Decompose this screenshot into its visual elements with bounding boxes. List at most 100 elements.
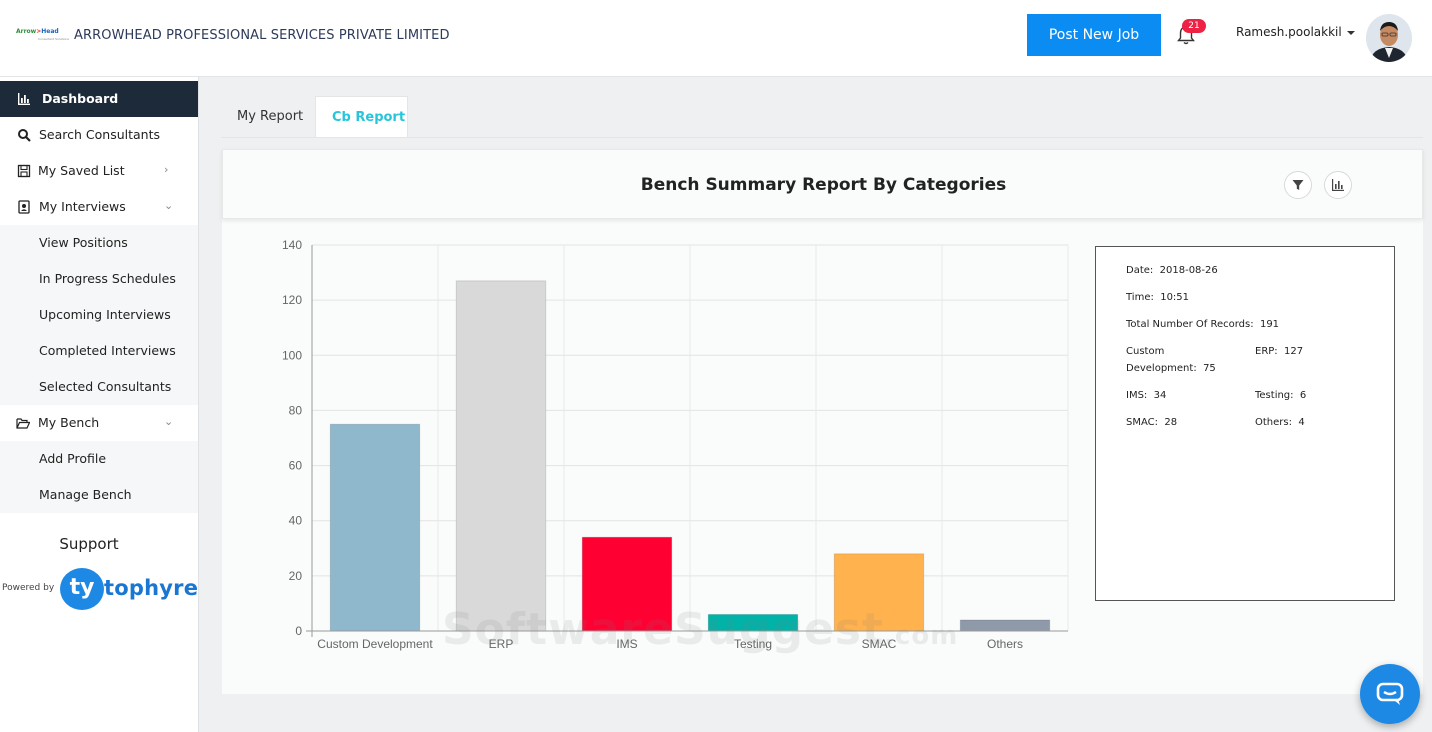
chat-button[interactable] [1360, 664, 1420, 724]
bar-chart-icon [1332, 179, 1344, 191]
bar [581, 536, 673, 632]
chevron-down-icon: ⌄ [164, 415, 174, 428]
save-icon [17, 164, 31, 178]
info-testing: Testing: 6 [1255, 390, 1306, 401]
search-icon [18, 129, 31, 142]
info-custom-development: Custom Development: 75 [1126, 343, 1236, 377]
sidebar-item-label: Upcoming Interviews [39, 307, 171, 322]
sidebar-item-label: In Progress Schedules [39, 271, 176, 286]
user-name: Ramesh.poolakkil [1236, 25, 1342, 39]
info-others-value: 4 [1298, 417, 1305, 428]
info-others-label: Others: [1255, 417, 1292, 428]
sidebar-item-manage-bench[interactable]: Manage Bench [0, 477, 198, 513]
sidebar-item-label: View Positions [39, 235, 128, 250]
y-tick-label: 80 [289, 403, 303, 417]
sidebar-item-my-interviews[interactable]: My Interviews ⌄ [0, 189, 198, 225]
info-erp: ERP: 127 [1255, 346, 1303, 357]
bar [959, 619, 1051, 632]
info-testing-value: 6 [1299, 390, 1307, 401]
sidebar-item-label: Dashboard [42, 91, 119, 106]
info-erp-value: 127 [1284, 346, 1304, 357]
x-tick-label: Testing [734, 637, 772, 651]
filter-icon [1292, 180, 1304, 190]
y-tick-label: 120 [282, 293, 302, 307]
info-total: Total Number Of Records: 191 [1126, 319, 1279, 330]
x-tick-label: SMAC [862, 637, 897, 651]
tophyre-logo-text: tophyre [104, 576, 199, 600]
info-custom-value: 75 [1203, 363, 1216, 374]
sidebar-item-label: Manage Bench [39, 487, 132, 502]
y-tick-label: 140 [282, 238, 302, 252]
sidebar: Dashboard Search Consultants My Saved Li… [0, 77, 199, 732]
sidebar-item-my-saved-list[interactable]: My Saved List › [0, 153, 198, 189]
tab-my-report[interactable]: My Report [237, 109, 304, 124]
tophyre-logo-mark: ty [60, 568, 104, 610]
x-tick-label: Others [987, 637, 1023, 651]
support-link[interactable]: Support [59, 535, 119, 553]
watermark-suffix: .com [884, 621, 959, 651]
info-smac-label: SMAC: [1126, 417, 1158, 428]
folder-open-icon [16, 418, 30, 429]
y-tick-label: 100 [282, 348, 302, 362]
id-card-icon [18, 200, 30, 214]
post-new-job-button[interactable]: Post New Job [1027, 14, 1161, 56]
chevron-down-icon: ⌄ [164, 199, 174, 212]
info-date: Date: 2018-08-26 [1126, 265, 1218, 276]
chat-icon [1376, 682, 1404, 705]
avatar[interactable] [1366, 14, 1412, 62]
info-ims-label: IMS: [1126, 390, 1148, 401]
sidebar-item-completed-interviews[interactable]: Completed Interviews [0, 333, 198, 369]
company-name: ARROWHEAD PROFESSIONAL SERVICES PRIVATE … [74, 28, 450, 43]
caret-down-icon [1346, 30, 1355, 35]
x-tick-label: IMS [616, 637, 637, 651]
bar [329, 423, 421, 632]
user-menu[interactable]: Ramesh.poolakkil [1236, 25, 1355, 39]
bar [833, 553, 925, 632]
powered-by-label: Powered by [2, 583, 55, 593]
tabs-divider [221, 137, 1423, 138]
info-ims: IMS: 34 [1126, 390, 1166, 401]
page-title: Bench Summary Report By Categories [640, 175, 1007, 195]
info-time-value: 10:51 [1160, 292, 1190, 303]
info-others: Others: 4 [1255, 417, 1305, 428]
sidebar-item-label: My Saved List [38, 163, 125, 178]
info-date-label: Date: [1126, 265, 1154, 276]
y-tick-label: 20 [289, 569, 303, 583]
sidebar-item-selected-consultants[interactable]: Selected Consultants [0, 369, 198, 405]
info-time-label: Time: [1126, 292, 1154, 303]
info-ims-value: 34 [1153, 390, 1167, 401]
company-logo[interactable]: Arrow>Head Consultant Solutions [16, 28, 69, 46]
y-tick-label: 40 [289, 514, 303, 528]
sidebar-item-add-profile[interactable]: Add Profile [0, 441, 198, 477]
sidebar-item-view-positions[interactable]: View Positions [0, 225, 198, 261]
notification-badge: 21 [1182, 19, 1206, 33]
sidebar-item-in-progress-schedules[interactable]: In Progress Schedules [0, 261, 198, 297]
bench-summary-bar-chart: 0 20 40 60 80 100 120 140 Custom Development ERP I… [282, 238, 1069, 651]
sidebar-item-dashboard[interactable]: Dashboard [0, 81, 198, 117]
info-time: Time: 10:51 [1126, 292, 1189, 303]
chevron-right-icon: › [164, 163, 169, 176]
sidebar-item-my-bench[interactable]: My Bench ⌄ [0, 405, 198, 441]
y-tick-label: 0 [295, 624, 302, 638]
sidebar-item-upcoming-interviews[interactable]: Upcoming Interviews [0, 297, 198, 333]
sidebar-item-search-consultants[interactable]: Search Consultants [0, 117, 198, 153]
info-total-label: Total Number Of Records: [1126, 319, 1254, 330]
sidebar-item-label: Completed Interviews [39, 343, 176, 358]
logo-tagline: Consultant Solutions [38, 37, 69, 41]
info-testing-label: Testing: [1255, 390, 1294, 401]
bar [455, 280, 547, 632]
logo-wordmark: Arrow>Head [16, 28, 59, 35]
info-date-value: 2018-08-26 [1159, 265, 1218, 276]
chart-view-button[interactable] [1324, 171, 1352, 199]
sidebar-item-label: Selected Consultants [39, 379, 172, 394]
filter-button[interactable] [1284, 171, 1312, 199]
report-panel-header: Bench Summary Report By Categories [222, 149, 1423, 219]
tab-cb-report[interactable]: Cb Report [315, 96, 408, 138]
info-smac-value: 28 [1164, 417, 1178, 428]
x-tick-label: Custom Development [317, 637, 433, 651]
bar-chart-icon [18, 93, 30, 105]
top-header: Arrow>Head Consultant Solutions ARROWHEA… [0, 0, 1432, 77]
info-erp-label: ERP: [1255, 346, 1278, 357]
info-smac: SMAC: 28 [1126, 417, 1177, 428]
info-total-value: 191 [1259, 319, 1280, 330]
